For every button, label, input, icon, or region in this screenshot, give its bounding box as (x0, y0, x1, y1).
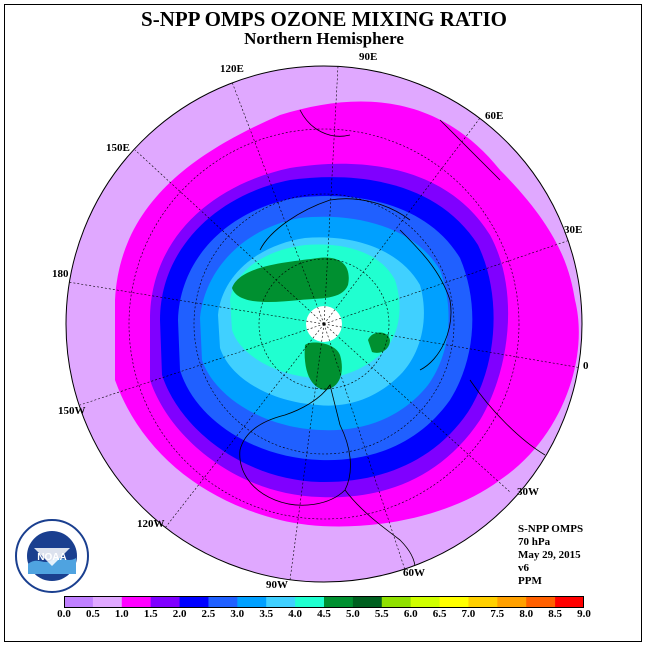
colorbar-swatch (324, 596, 354, 608)
colorbar-tick-label: 1.5 (143, 608, 158, 620)
info-version: v6 (518, 562, 529, 574)
lon-label-120e: 120E (220, 63, 244, 75)
colorbar-swatch (526, 596, 556, 608)
colorbar-swatch (410, 596, 441, 608)
lon-label-30w: 30W (517, 486, 539, 498)
lon-label-150e: 150E (106, 142, 130, 154)
colorbar-swatch (468, 596, 498, 608)
colorbar-tick-label: 7.0 (461, 608, 476, 620)
map-boundary (65, 65, 583, 583)
lon-label-60e: 60E (485, 110, 504, 122)
colorbar-tick-label: 8.0 (519, 608, 534, 620)
colorbar-swatch (439, 596, 469, 608)
colorbar-tick-label: 8.5 (548, 608, 562, 620)
colorbar-tick-label: 4.5 (317, 608, 331, 620)
colorbar-tick-label: 4.0 (288, 608, 302, 620)
band-9a (232, 257, 349, 303)
noaa-logo: NOAA (14, 518, 90, 599)
colorbar-swatch (237, 596, 267, 608)
colorbar-tick-label: 3.0 (230, 608, 245, 620)
colorbar-tick-label: 0.5 (86, 608, 100, 620)
lon-label-0: 0 (583, 360, 589, 372)
colorbar-tick-label: 2.5 (201, 608, 216, 620)
colorbar-swatch (266, 596, 296, 608)
band-9b (304, 342, 342, 390)
map-subtitle: Northern Hemisphere (244, 29, 404, 48)
map-title: S-NPP OMPS OZONE MIXING RATIO (141, 7, 507, 31)
colorbar-tick-label: 6.0 (403, 608, 418, 620)
colorbar-tick-label: 9.0 (577, 608, 591, 620)
ozone-field (66, 66, 582, 582)
colorbar-swatch (381, 596, 412, 608)
colorbar-swatch (295, 596, 325, 608)
colorbar-swatch (555, 596, 584, 608)
info-units: PPM (518, 575, 542, 587)
colorbar-tick-label: 5.0 (346, 608, 360, 620)
colorbar-tick-label: 5.5 (374, 608, 389, 620)
colorbar-swatch (179, 596, 209, 608)
info-instrument: S-NPP OMPS (518, 523, 584, 535)
land-outlines (239, 109, 546, 582)
colorbar-swatch (92, 596, 123, 608)
lon-label-180: 180 (52, 268, 69, 280)
colorbar-tick-label: 0.0 (57, 608, 71, 620)
graticule (67, 66, 582, 581)
colorbar-tick-label: 7.5 (490, 608, 505, 620)
lon-label-150w: 150W (58, 405, 86, 417)
colorbar-swatch (150, 596, 181, 608)
colorbar-swatch (64, 596, 94, 608)
figure-frame (4, 4, 642, 642)
lon-label-30e: 30E (564, 224, 583, 236)
svg-text:NOAA: NOAA (37, 552, 66, 563)
info-date: May 29, 2015 (518, 549, 581, 561)
lon-label-120w: 120W (137, 518, 165, 530)
info-level: 70 hPa (518, 536, 551, 548)
colorbar (64, 596, 584, 608)
colorbar-tick-label: 2.0 (172, 608, 187, 620)
colorbar-swatch (497, 596, 527, 608)
colorbar-swatch (121, 596, 152, 608)
colorbar-swatch (208, 596, 238, 608)
colorbar-tick-label: 3.5 (259, 608, 274, 620)
colorbar-tick-label: 1.0 (114, 608, 129, 620)
lon-label-90w: 90W (266, 579, 288, 591)
info-block: S-NPP OMPS 70 hPa May 29, 2015 v6 PPM (518, 523, 583, 588)
lon-label-90e: 90E (359, 51, 378, 63)
lon-label-60w: 60W (403, 567, 425, 579)
colorbar-border (64, 596, 584, 608)
colorbar-tick-label: 6.5 (432, 608, 447, 620)
colorbar-swatch (352, 596, 383, 608)
